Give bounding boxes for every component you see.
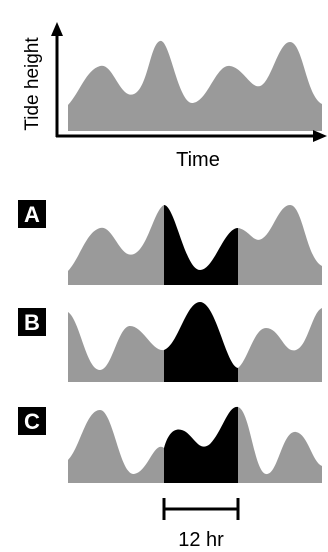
x-axis-arrow [313,130,327,142]
panel-c: C [18,406,322,483]
panel-b-wave-right [238,308,322,382]
x-axis-label: Time [176,149,220,171]
panel-a-wave-right [238,205,322,285]
panel-a: A [18,200,322,285]
panel-a-label-box [18,200,46,228]
panel-c-wave-right [238,407,322,483]
panel-b-label: B [24,310,40,335]
panel-b: B [18,302,322,382]
panel-a-label: A [24,202,40,227]
scale-bar-label: 12 hr [178,529,224,551]
panel-c-highlight [164,406,238,483]
panel-a-wave-left [68,205,164,285]
y-axis-label: Tide height [22,37,43,131]
y-axis-arrow [51,22,63,36]
panel-c-label: C [24,409,40,434]
panel-b-label-box [18,308,46,336]
panel-b-wave-left [68,312,164,382]
scale-bar: 12 hr [162,498,240,551]
panel-c-wave-left [68,410,164,483]
panel-c-label-box [18,407,46,435]
reference-wave [68,40,322,131]
panel-b-highlight [164,302,238,382]
reference-plot: Tide height Time [22,22,327,171]
panel-a-highlight [164,205,238,285]
